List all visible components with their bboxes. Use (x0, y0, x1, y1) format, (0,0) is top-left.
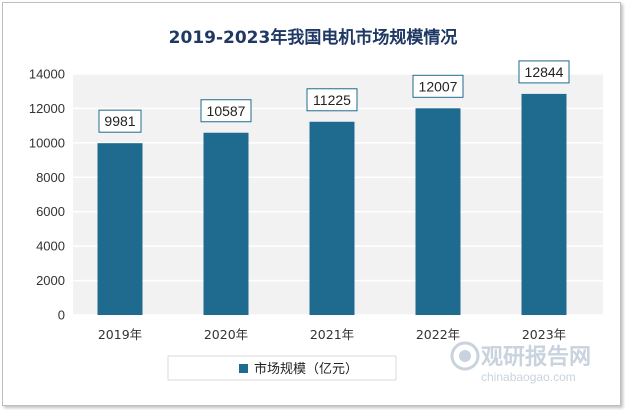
watermark-text: 观研报告网 (481, 345, 591, 370)
data-label: 9981 (104, 113, 135, 129)
legend: 市场规模（亿元） (167, 355, 397, 381)
data-label-box (200, 99, 252, 123)
watermark-url: chinabaogao.com (481, 370, 576, 384)
watermark-logo-icon (450, 341, 480, 371)
y-axis-ticks: 0 2000 4000 6000 8000 10000 12000 14000 (29, 67, 65, 323)
data-label-box (98, 109, 142, 133)
data-label-box (306, 88, 358, 112)
y-tick-label: 6000 (36, 204, 65, 219)
data-label-box (412, 74, 464, 98)
legend-swatch (239, 364, 248, 373)
bars (97, 93, 567, 315)
chart-frame: 2019-2023年我国电机市场规模情况 0 2000 4000 6000 8000 10… (2, 2, 621, 406)
y-tick-label: 0 (58, 308, 65, 323)
y-tick-label: 14000 (29, 67, 65, 82)
x-tick-label: 2020年 (204, 327, 248, 342)
legend-label: 市场规模（亿元） (254, 361, 358, 377)
bar (309, 121, 355, 315)
y-tick-label: 12000 (29, 101, 65, 116)
bar (521, 93, 567, 315)
bar-chart: 2019-2023年我国电机市场规模情况 0 2000 4000 6000 8000 10… (29, 27, 603, 384)
y-tick-label: 10000 (29, 135, 65, 150)
watermark: 观研报告网 chinabaogao.com (450, 341, 591, 384)
legend-box (167, 355, 397, 381)
data-label-box (518, 60, 570, 84)
bar (203, 132, 249, 315)
x-tick-label: 2022年 (416, 327, 460, 342)
bar (415, 108, 461, 315)
data-label: 10587 (207, 103, 246, 119)
x-tick-label: 2023年 (522, 327, 566, 342)
data-label: 12844 (525, 64, 564, 80)
data-label: 11225 (313, 92, 351, 108)
y-tick-label: 2000 (36, 273, 65, 288)
x-axis-ticks: 2019年 2020年 2021年 2022年 2023年 (98, 327, 566, 342)
x-tick-label: 2019年 (98, 327, 142, 342)
x-tick-label: 2021年 (310, 327, 354, 342)
y-tick-label: 8000 (36, 170, 65, 185)
chart-title: 2019-2023年我国电机市场规模情况 (169, 27, 458, 48)
data-label: 12007 (419, 78, 458, 94)
y-tick-label: 4000 (36, 239, 65, 254)
bar (97, 143, 143, 315)
data-labels: 9981 10587 11225 12007 12844 (98, 60, 570, 133)
